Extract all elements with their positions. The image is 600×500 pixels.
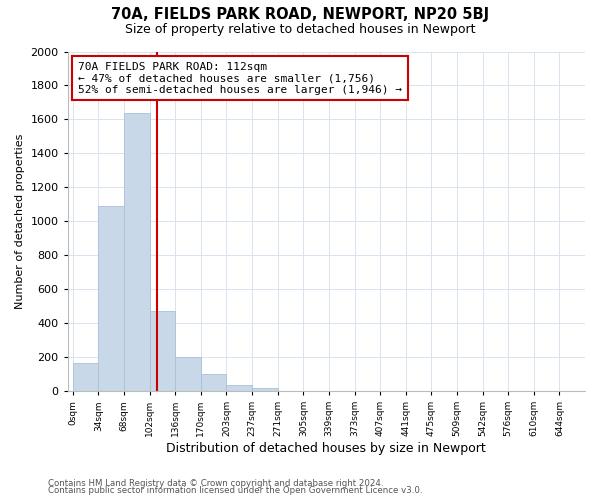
- Bar: [252, 388, 278, 391]
- Text: Contains public sector information licensed under the Open Government Licence v3: Contains public sector information licen…: [48, 486, 422, 495]
- Bar: [73, 363, 98, 391]
- Bar: [175, 357, 201, 391]
- Y-axis label: Number of detached properties: Number of detached properties: [15, 134, 25, 309]
- Bar: [226, 385, 252, 391]
- Text: 70A, FIELDS PARK ROAD, NEWPORT, NP20 5BJ: 70A, FIELDS PARK ROAD, NEWPORT, NP20 5BJ: [111, 8, 489, 22]
- Text: 70A FIELDS PARK ROAD: 112sqm
← 47% of detached houses are smaller (1,756)
52% of: 70A FIELDS PARK ROAD: 112sqm ← 47% of de…: [78, 62, 402, 95]
- Text: Size of property relative to detached houses in Newport: Size of property relative to detached ho…: [125, 22, 475, 36]
- Bar: [149, 311, 175, 391]
- Bar: [98, 206, 124, 391]
- X-axis label: Distribution of detached houses by size in Newport: Distribution of detached houses by size …: [166, 442, 486, 455]
- Bar: [201, 374, 226, 391]
- Text: Contains HM Land Registry data © Crown copyright and database right 2024.: Contains HM Land Registry data © Crown c…: [48, 478, 383, 488]
- Bar: [124, 114, 149, 391]
